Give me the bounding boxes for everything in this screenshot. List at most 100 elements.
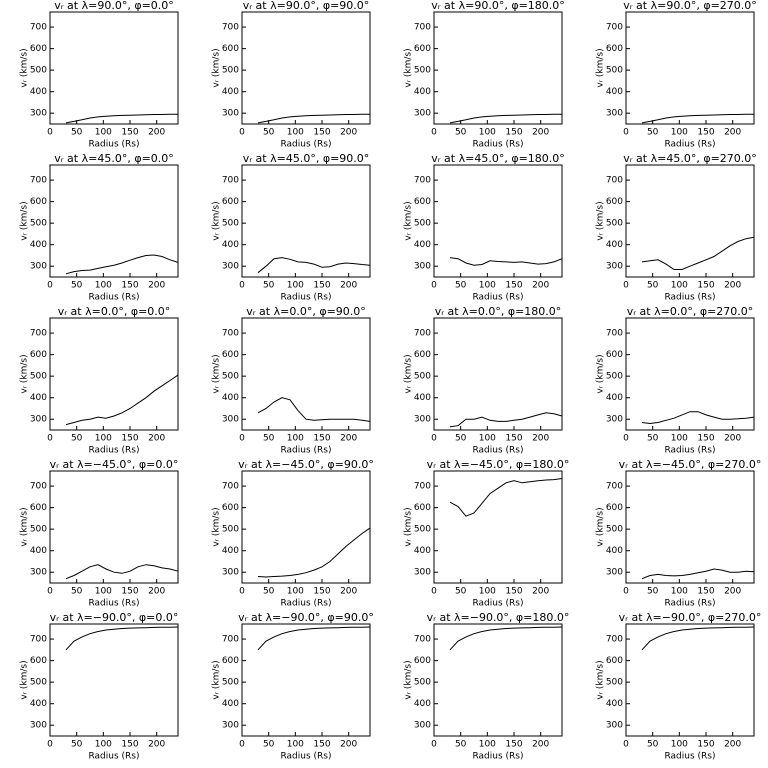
x-axis-label: Radius (Rs) bbox=[88, 599, 139, 609]
y-tick-label: 600 bbox=[414, 503, 431, 513]
x-tick-label: 200 bbox=[532, 128, 549, 138]
y-tick-label: 700 bbox=[414, 329, 431, 339]
x-tick-label: 100 bbox=[95, 434, 112, 444]
x-tick-label: 200 bbox=[148, 587, 165, 597]
y-tick-label: 700 bbox=[30, 176, 47, 186]
x-tick-label: 0 bbox=[431, 587, 437, 597]
y-tick-label: 300 bbox=[606, 415, 623, 425]
x-axis-label: Radius (Rs) bbox=[280, 140, 331, 150]
x-tick-label: 200 bbox=[724, 128, 741, 138]
y-tick-label: 700 bbox=[222, 635, 239, 645]
plot-frame bbox=[49, 470, 179, 584]
data-line bbox=[65, 564, 179, 580]
plot-frame bbox=[433, 164, 563, 278]
plot-frame bbox=[241, 623, 371, 737]
panel-title: vᵣ at λ=45.0°, φ=180.0° bbox=[431, 152, 565, 165]
y-tick-label: 300 bbox=[606, 262, 623, 272]
y-tick-label: 300 bbox=[414, 262, 431, 272]
data-line bbox=[641, 411, 755, 425]
panel: vᵣ at λ=−90.0°, φ=90.0° 0 50 100 150 200 300 40… bbox=[212, 611, 374, 762]
panel-title: vᵣ at λ=−45.0°, φ=90.0° bbox=[238, 458, 374, 471]
panel: vᵣ at λ=−45.0°, φ=180.0° 0 50 100 150 200 300 4… bbox=[404, 458, 570, 609]
x-tick-label: 50 bbox=[263, 128, 275, 138]
x-tick-label: 150 bbox=[313, 281, 330, 291]
x-tick-label: 0 bbox=[623, 434, 629, 444]
x-axis-label: Radius (Rs) bbox=[280, 293, 331, 303]
y-tick-label: 600 bbox=[222, 503, 239, 513]
plot-frame bbox=[241, 470, 371, 584]
y-tick-label: 500 bbox=[606, 525, 623, 535]
x-tick-label: 100 bbox=[95, 740, 112, 750]
x-tick-label: 100 bbox=[287, 434, 304, 444]
panel: vᵣ at λ=0.0°, φ=270.0° 0 50 100 150 200 300 400… bbox=[596, 305, 755, 456]
x-tick-label: 150 bbox=[505, 740, 522, 750]
y-axis-label: vᵣ (km/s) bbox=[212, 354, 222, 393]
x-tick-label: 150 bbox=[697, 434, 714, 444]
y-tick-label: 700 bbox=[222, 482, 239, 492]
plot-frame bbox=[241, 11, 371, 125]
data-line bbox=[65, 113, 178, 124]
x-axis-label: Radius (Rs) bbox=[88, 140, 139, 150]
data-line bbox=[65, 254, 179, 275]
x-axis-label: Radius (Rs) bbox=[472, 446, 523, 456]
y-tick-label: 500 bbox=[606, 66, 623, 76]
y-tick-label: 300 bbox=[222, 721, 239, 731]
y-tick-label: 400 bbox=[222, 699, 239, 709]
plot-frame bbox=[49, 11, 179, 125]
y-tick-label: 600 bbox=[414, 656, 431, 666]
x-tick-label: 200 bbox=[532, 434, 549, 444]
y-tick-label: 300 bbox=[30, 109, 47, 119]
y-tick-label: 500 bbox=[606, 219, 623, 229]
y-tick-label: 300 bbox=[222, 109, 239, 119]
data-line bbox=[257, 527, 371, 578]
plot-frame bbox=[241, 317, 371, 431]
x-axis-label: Radius (Rs) bbox=[472, 293, 523, 303]
plot-frame bbox=[433, 11, 563, 125]
y-tick-label: 600 bbox=[606, 656, 623, 666]
y-tick-label: 400 bbox=[414, 87, 431, 97]
x-tick-label: 100 bbox=[287, 128, 304, 138]
x-axis-label: Radius (Rs) bbox=[88, 752, 139, 762]
y-tick-label: 500 bbox=[30, 219, 47, 229]
x-axis-label: Radius (Rs) bbox=[472, 140, 523, 150]
panel: vᵣ at λ=45.0°, φ=270.0° 0 50 100 150 200 300 40… bbox=[596, 152, 757, 303]
x-tick-label: 50 bbox=[263, 587, 275, 597]
x-tick-label: 0 bbox=[239, 128, 245, 138]
y-tick-label: 600 bbox=[414, 44, 431, 54]
plot-frame bbox=[625, 623, 755, 737]
y-tick-label: 300 bbox=[30, 262, 47, 272]
x-tick-label: 100 bbox=[671, 434, 688, 444]
y-axis-label: vᵣ (km/s) bbox=[212, 201, 222, 240]
x-tick-label: 200 bbox=[724, 740, 741, 750]
plot-frame bbox=[433, 317, 563, 431]
y-axis-label: vᵣ (km/s) bbox=[20, 507, 30, 546]
x-axis-label: Radius (Rs) bbox=[472, 599, 523, 609]
x-axis-label: Radius (Rs) bbox=[664, 599, 715, 609]
y-tick-label: 500 bbox=[222, 372, 239, 382]
x-tick-label: 0 bbox=[431, 740, 437, 750]
y-tick-label: 300 bbox=[30, 721, 47, 731]
x-tick-label: 50 bbox=[71, 128, 83, 138]
y-tick-label: 700 bbox=[414, 482, 431, 492]
x-tick-label: 50 bbox=[71, 281, 83, 291]
x-axis-label: Radius (Rs) bbox=[664, 140, 715, 150]
x-tick-label: 50 bbox=[455, 281, 467, 291]
data-line bbox=[257, 397, 371, 422]
y-tick-label: 400 bbox=[30, 393, 47, 403]
y-tick-label: 700 bbox=[414, 635, 431, 645]
plot-frame bbox=[625, 11, 755, 125]
panel: vᵣ at λ=−90.0°, φ=180.0° 0 50 100 150 200 300 4… bbox=[404, 611, 570, 762]
panel-title: vᵣ at λ=90.0°, φ=0.0° bbox=[54, 0, 174, 12]
y-axis-label: vᵣ (km/s) bbox=[212, 507, 222, 546]
x-tick-label: 150 bbox=[505, 128, 522, 138]
y-tick-label: 300 bbox=[30, 568, 47, 578]
y-axis-label: vᵣ (km/s) bbox=[596, 660, 606, 699]
x-tick-label: 0 bbox=[47, 281, 53, 291]
panel-title: vᵣ at λ=−45.0°, φ=270.0° bbox=[619, 458, 762, 471]
panel-title: vᵣ at λ=45.0°, φ=90.0° bbox=[243, 152, 370, 165]
y-tick-label: 700 bbox=[222, 176, 239, 186]
y-tick-label: 600 bbox=[606, 350, 623, 360]
panel: vᵣ at λ=−45.0°, φ=0.0° 0 50 100 150 200 300 400… bbox=[20, 458, 179, 609]
y-tick-label: 700 bbox=[30, 635, 47, 645]
